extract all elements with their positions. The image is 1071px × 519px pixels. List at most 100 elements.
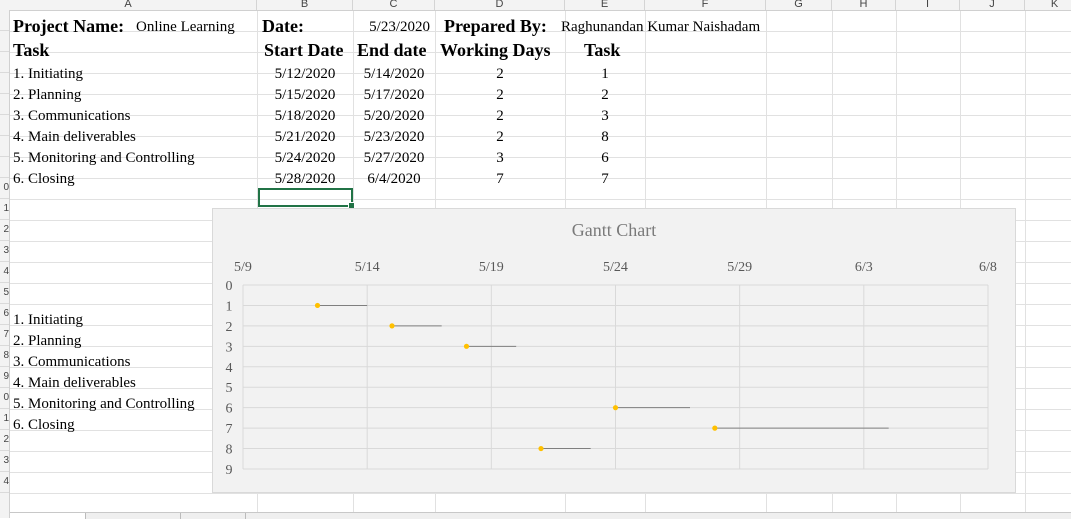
- row-header[interactable]: [0, 157, 9, 178]
- column-header-b[interactable]: B: [257, 0, 353, 10]
- table-cell-task: 3. Communications: [13, 108, 131, 124]
- table-cell-end-date: 5/27/2020: [363, 150, 425, 166]
- chart-title: Gantt Chart: [572, 220, 656, 240]
- task-list-item: 5. Monitoring and Controlling: [13, 396, 195, 412]
- chart-y-tick-label: 5: [226, 381, 233, 396]
- row-header[interactable]: 1: [0, 409, 9, 430]
- sheet-tab[interactable]: [180, 513, 246, 519]
- row-header[interactable]: 6: [0, 304, 9, 325]
- column-header-d[interactable]: D: [435, 0, 565, 10]
- row-header[interactable]: 1: [0, 199, 9, 220]
- table-cell-task-number: 8: [601, 129, 609, 145]
- gantt-start-marker: [538, 445, 544, 452]
- row-header[interactable]: 0: [0, 388, 9, 409]
- active-cell-selection[interactable]: [258, 188, 355, 209]
- column-header-i[interactable]: I: [896, 0, 960, 10]
- gantt-start-marker: [389, 323, 395, 329]
- table-cell-working-days: 7: [496, 171, 504, 187]
- grid-line-horizontal: [10, 115, 1071, 116]
- column-header-j[interactable]: J: [960, 0, 1025, 10]
- column-header-h[interactable]: H: [832, 0, 896, 10]
- table-cell-task: 4. Main deliverables: [13, 129, 136, 145]
- header-end-date: End date: [357, 40, 427, 60]
- chart-x-tick-label: 6/3: [855, 260, 873, 275]
- sheet-tabs-bar: [10, 512, 1071, 519]
- table-cell-working-days: 3: [496, 150, 504, 166]
- chart-y-tick-label: 4: [226, 361, 233, 376]
- row-header[interactable]: [0, 94, 9, 115]
- date-value: 5/23/2020: [369, 19, 430, 35]
- column-header-g[interactable]: G: [766, 0, 832, 10]
- row-header[interactable]: 0: [0, 178, 9, 199]
- chart-x-tick-label: 6/8: [979, 260, 997, 275]
- column-header-f[interactable]: F: [645, 0, 766, 10]
- grid-line-horizontal: [10, 493, 1071, 494]
- row-header[interactable]: 2: [0, 430, 9, 451]
- date-label: Date:: [262, 16, 304, 36]
- row-header[interactable]: [0, 73, 9, 94]
- prepared-by-label: Prepared By:: [444, 16, 547, 36]
- row-header[interactable]: 8: [0, 346, 9, 367]
- table-cell-working-days: 2: [496, 129, 504, 145]
- header-task: Task: [13, 40, 50, 60]
- row-header[interactable]: [0, 31, 9, 52]
- table-cell-end-date: 5/20/2020: [363, 108, 425, 124]
- task-list-item: 2. Planning: [13, 333, 82, 349]
- chart-y-tick-label: 7: [226, 422, 233, 437]
- row-header[interactable]: 2: [0, 220, 9, 241]
- gantt-chart[interactable]: Gantt Chart 5/9 5/14 5/19 5/24 5/29 6/3 6/8 0 1…: [212, 208, 1016, 493]
- row-header[interactable]: 9: [0, 367, 9, 388]
- row-header[interactable]: 7: [0, 325, 9, 346]
- table-cell-start-date: 5/18/2020: [274, 108, 336, 124]
- row-header[interactable]: [0, 10, 9, 31]
- column-header-c[interactable]: C: [353, 0, 435, 10]
- chart-x-tick-label: 5/14: [355, 260, 380, 275]
- grid-line-horizontal: [10, 94, 1071, 95]
- table-cell-task-number: 3: [601, 108, 609, 124]
- chart-y-tick-label: 8: [226, 443, 233, 458]
- table-cell-task: 6. Closing: [13, 171, 75, 187]
- chart-x-tick-label: 5/24: [603, 260, 628, 275]
- prepared-by-value: Raghunandan Kumar Naishadam: [561, 19, 761, 35]
- row-header[interactable]: 5: [0, 283, 9, 304]
- header-working-days: Working Days: [440, 40, 551, 60]
- table-cell-task-number: 1: [601, 66, 609, 82]
- grid-line-vertical: [1025, 11, 1026, 518]
- column-header-a[interactable]: A: [0, 0, 257, 10]
- gantt-chart-plot: Gantt Chart 5/9 5/14 5/19 5/24 5/29 6/3 6/8 0 1…: [226, 220, 997, 478]
- grid-line-horizontal: [10, 157, 1071, 158]
- grid-line-horizontal: [10, 31, 1071, 32]
- header-start-date: Start Date: [264, 40, 344, 60]
- row-header[interactable]: 4: [0, 262, 9, 283]
- header-task-number: Task: [584, 40, 621, 60]
- row-header[interactable]: [0, 136, 9, 157]
- project-name-label: Project Name:: [13, 16, 125, 36]
- table-cell-end-date: 5/17/2020: [363, 87, 425, 103]
- column-header-k[interactable]: K: [1025, 0, 1071, 10]
- task-list-item: 1. Initiating: [13, 312, 83, 328]
- table-cell-task-number: 6: [601, 150, 609, 166]
- table-cell-task: 2. Planning: [13, 87, 82, 103]
- row-header[interactable]: 3: [0, 451, 9, 472]
- row-header[interactable]: [0, 115, 9, 136]
- chart-y-tick-label: 1: [226, 299, 233, 314]
- table-cell-start-date: 5/12/2020: [274, 66, 336, 82]
- table-cell-start-date: 5/24/2020: [274, 150, 336, 166]
- gantt-start-marker: [314, 302, 321, 309]
- table-cell-start-date: 5/21/2020: [274, 129, 336, 145]
- grid-line-horizontal: [10, 136, 1071, 137]
- table-cell-working-days: 2: [496, 87, 504, 103]
- row-header[interactable]: 4: [0, 472, 9, 493]
- table-cell-end-date: 5/23/2020: [363, 129, 425, 145]
- column-header-e[interactable]: E: [565, 0, 645, 10]
- row-header[interactable]: 3: [0, 241, 9, 262]
- table-cell-task: 5. Monitoring and Controlling: [13, 150, 195, 166]
- task-list-item: 6. Closing: [13, 417, 75, 433]
- chart-x-tick-label: 5/29: [727, 260, 752, 275]
- grid-line-horizontal: [10, 52, 1071, 53]
- row-header[interactable]: [0, 52, 9, 73]
- table-cell-task-number: 2: [601, 87, 609, 103]
- gantt-start-marker: [712, 425, 718, 431]
- sheet-tab-active[interactable]: [10, 513, 86, 519]
